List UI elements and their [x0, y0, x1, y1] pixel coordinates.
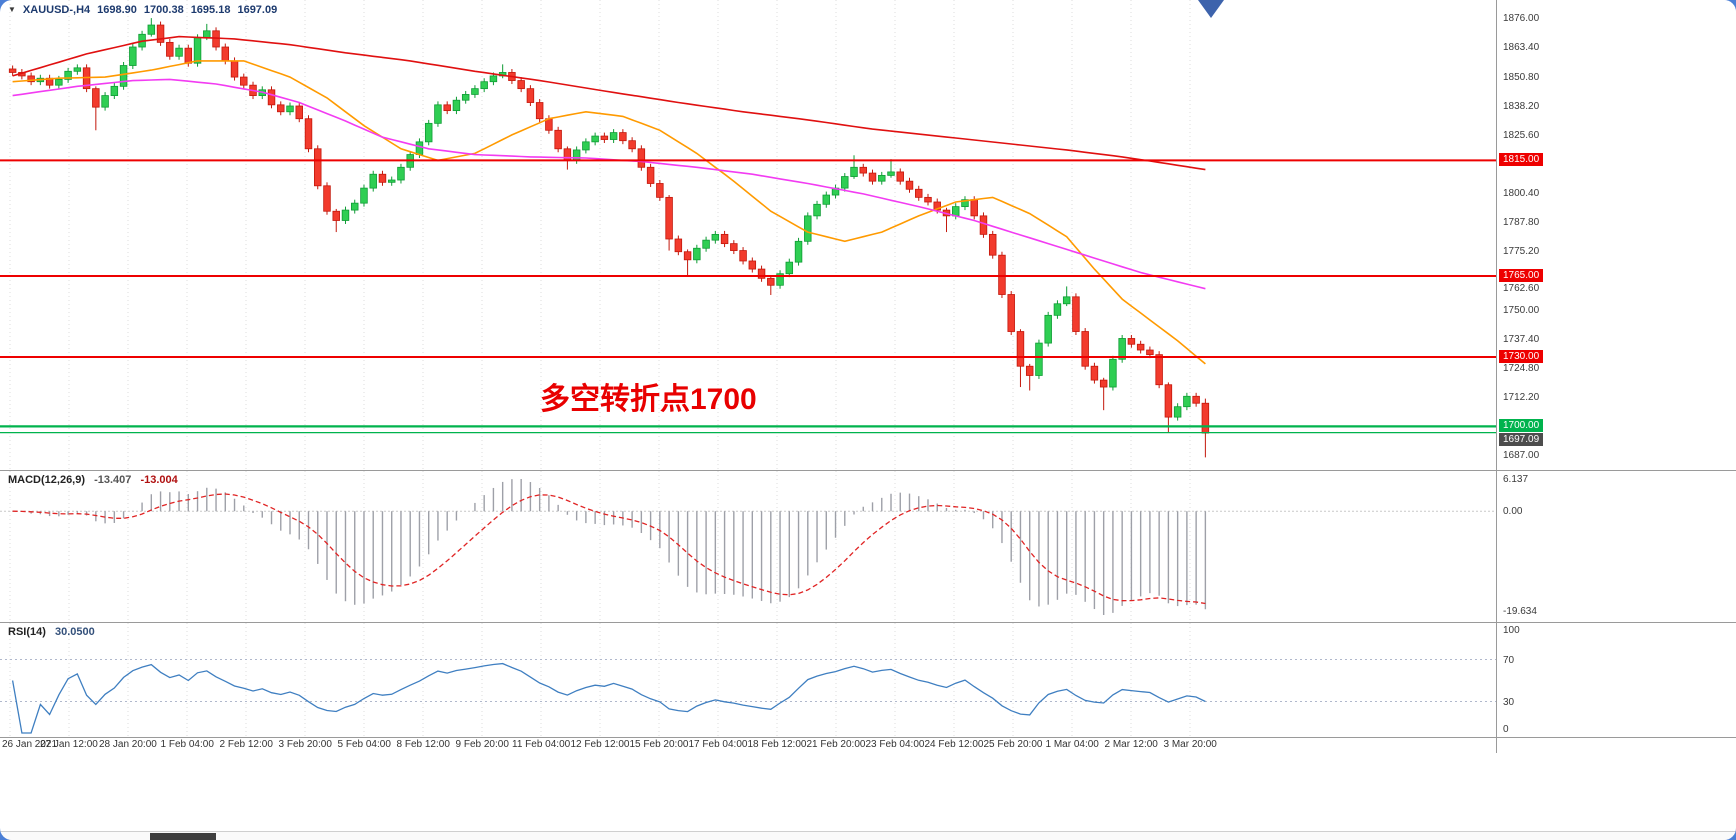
low-value: 1695.18 [190, 4, 231, 16]
date-label: 26 Jan 2021 [2, 739, 58, 750]
price-tick-label: 1800.40 [1503, 188, 1540, 200]
price-tick-label: 1876.00 [1503, 13, 1540, 25]
date-label: 11 Feb 04:00 [512, 739, 571, 750]
date-label: 27 Jan 12:00 [40, 739, 98, 750]
price-level-badge: 1815.00 [1499, 153, 1544, 167]
price-tick-label: 1787.80 [1503, 217, 1540, 229]
rsi-axis-label: 70 [1503, 654, 1515, 666]
date-label: 2 Feb 12:00 [219, 739, 273, 750]
macd-axis-label: -19.634 [1503, 606, 1537, 617]
date-label: 23 Feb 04:00 [865, 739, 925, 750]
date-label: 9 Feb 20:00 [455, 739, 509, 750]
time-axis-divider [0, 737, 1736, 738]
symbol-timeframe-label: XAUUSD-,H4 [22, 4, 91, 16]
date-label: 21 Feb 20:00 [806, 739, 866, 750]
symbol-collapse-triangle-icon[interactable]: ▼ [8, 5, 16, 14]
slow-ma-line[interactable] [12, 35, 1206, 171]
rsi-line [11, 662, 1206, 734]
date-label: 18 Feb 12:00 [747, 739, 807, 750]
horizontal-scrollbar[interactable] [0, 831, 1736, 840]
grid-lines [9, 471, 1191, 622]
price-axis[interactable]: 1876.00 1863.40 1850.80 1838.20 1825.60 1800.… [1497, 0, 1736, 753]
price-tick-label: 1863.40 [1503, 42, 1540, 54]
price-chart-canvas[interactable] [0, 0, 1496, 470]
price-level-badge: 1730.00 [1499, 349, 1544, 363]
price-axis-divider [1496, 0, 1497, 753]
date-label: 8 Feb 12:00 [396, 739, 450, 750]
macd-histogram [21, 479, 1207, 615]
rsi-label: RSI(14) 30.0500 [8, 626, 95, 638]
macd-panel-divider[interactable] [0, 470, 1736, 471]
macd-signal-line [12, 493, 1206, 605]
mid-ma-line[interactable] [12, 78, 1206, 290]
date-label: 3 Feb 20:00 [278, 739, 332, 750]
rsi-axis-label: 30 [1503, 696, 1515, 708]
bid-price-badge: 1697.09 [1499, 432, 1544, 446]
price-tick-label: 1724.80 [1503, 362, 1540, 374]
price-tick-label: 1750.00 [1503, 304, 1540, 316]
macd-name: MACD(12,26,9) [8, 474, 86, 486]
rsi-name: RSI(14) [8, 626, 46, 638]
macd-plot-canvas[interactable] [0, 471, 1496, 622]
level-lines [0, 159, 1496, 434]
date-label: 1 Mar 04:00 [1045, 739, 1099, 750]
price-tick-label: 1762.60 [1503, 282, 1540, 294]
price-tick-label: 1825.60 [1503, 129, 1540, 141]
date-label: 15 Feb 20:00 [629, 739, 689, 750]
rsi-panel-divider[interactable] [0, 622, 1736, 623]
price-level-badge: 1765.00 [1499, 269, 1544, 282]
date-label: 17 Feb 04:00 [688, 739, 748, 750]
macd-signal-value: -13.004 [140, 474, 178, 486]
open-value: 1698.90 [97, 4, 137, 16]
rsi-value: 30.0500 [54, 626, 95, 638]
date-label: 3 Mar 20:00 [1163, 739, 1217, 750]
price-level-badge: 1700.00 [1499, 419, 1544, 433]
close-value: 1697.09 [237, 4, 278, 16]
price-tick-label: 1712.20 [1503, 392, 1540, 404]
price-tick-label: 1850.80 [1503, 71, 1540, 83]
scrollbar-thumb[interactable] [150, 833, 216, 840]
macd-axis-label: 6.137 [1503, 474, 1529, 485]
date-label: 5 Feb 04:00 [337, 739, 391, 750]
date-label: 1 Feb 04:00 [160, 739, 214, 750]
macd-main-value: -13.407 [94, 474, 132, 486]
macd-label: MACD(12,26,9) -13.407 -13.004 [8, 474, 178, 486]
time-axis[interactable]: 26 Jan 2021 27 Jan 12:00 28 Jan 20:00 1 Feb… [0, 739, 1496, 754]
fast-ma-line[interactable] [12, 60, 1206, 365]
price-tick-label: 1687.00 [1503, 450, 1540, 462]
date-label: 28 Jan 20:00 [99, 739, 157, 750]
rsi-axis-label: 0 [1503, 724, 1509, 735]
price-tick-label: 1737.40 [1503, 333, 1540, 345]
rsi-plot-canvas[interactable] [0, 623, 1496, 737]
date-label: 12 Feb 12:00 [570, 739, 630, 750]
date-label: 2 Mar 12:00 [1104, 739, 1158, 750]
cursor-icon [1198, 0, 1224, 18]
symbol-info-bar: ▼ XAUUSD-,H4 1698.90 1700.38 1695.18 169… [8, 4, 277, 16]
date-label: 24 Feb 12:00 [924, 739, 984, 750]
date-label: 25 Feb 20:00 [983, 739, 1043, 750]
macd-axis-label: 0.00 [1503, 506, 1523, 518]
price-tick-label: 1838.20 [1503, 100, 1540, 112]
price-tick-label: 1775.20 [1503, 246, 1540, 258]
rsi-axis-label: 100 [1503, 625, 1520, 636]
high-value: 1700.38 [143, 4, 184, 16]
chart-annotation[interactable]: 多空转折点1700 [540, 383, 757, 416]
